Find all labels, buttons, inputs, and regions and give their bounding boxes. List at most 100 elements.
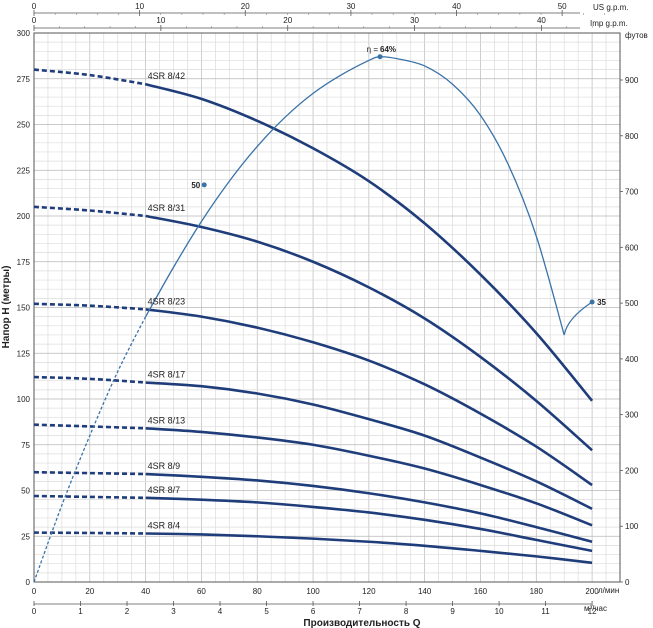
x-tick-label-lmin: 60 bbox=[197, 587, 206, 596]
x-unit-lmin: л/мин bbox=[598, 586, 619, 595]
series-label-4sr-8-4: 4SR 8/4 bbox=[148, 521, 181, 531]
top-tick-label-us-gpm: 40 bbox=[452, 2, 461, 11]
efficiency-label-50: 50 bbox=[191, 181, 200, 190]
y-tick-label-m: 50 bbox=[21, 487, 30, 496]
x-tick-label-m3h: 7 bbox=[357, 607, 362, 616]
x-tick-label-m3h: 9 bbox=[450, 607, 455, 616]
y-tick-label-ft: 900 bbox=[625, 76, 639, 85]
x-tick-label-m3h: 2 bbox=[125, 607, 130, 616]
x-tick-label-lmin: 100 bbox=[306, 587, 320, 596]
x-tick-label-lmin: 40 bbox=[141, 587, 150, 596]
x-tick-label-m3h: 3 bbox=[171, 607, 176, 616]
series-line-4sr-8-13 bbox=[145, 426, 593, 527]
top-tick-label-us-gpm: 50 bbox=[558, 2, 567, 11]
series-line-4sr-8-23 bbox=[145, 308, 593, 487]
top-tick-label-imp-gpm: 0 bbox=[32, 16, 37, 25]
series-label-4sr-8-13: 4SR 8/13 bbox=[148, 415, 186, 425]
series-label-4sr-8-17: 4SR 8/17 bbox=[148, 370, 186, 380]
y-unit-feet: футов bbox=[625, 31, 648, 40]
series-dashed-4sr-8-4 bbox=[33, 531, 146, 535]
y-tick-label-m: 225 bbox=[17, 166, 31, 175]
plot-frame bbox=[33, 32, 621, 583]
x-tick-label-lmin: 20 bbox=[85, 587, 94, 596]
x-tick-label-m3h: 10 bbox=[495, 607, 504, 616]
efficiency-label-35: 35 bbox=[597, 298, 606, 307]
x-tick-label-m3h: 4 bbox=[218, 607, 223, 616]
efficiency-curve-group bbox=[33, 54, 595, 583]
y-tick-label-m: 250 bbox=[17, 121, 31, 130]
x-tick-label-m3h: 5 bbox=[264, 607, 269, 616]
grid bbox=[33, 32, 621, 583]
x-tick-label-m3h: 0 bbox=[32, 607, 37, 616]
x-tick-label-m3h: 11 bbox=[541, 607, 550, 616]
series-dashed-4sr-8-23 bbox=[33, 302, 146, 311]
x-tick-label-lmin: 0 bbox=[32, 587, 37, 596]
efficiency-line-dashed bbox=[33, 316, 147, 583]
series-dashed-4sr-8-7 bbox=[33, 494, 146, 500]
y-tick-label-m: 175 bbox=[17, 258, 31, 267]
top-tick-label-imp-gpm: 30 bbox=[410, 16, 419, 25]
series-label-4sr-8-31: 4SR 8/31 bbox=[148, 203, 186, 213]
y-tick-label-ft: 700 bbox=[625, 188, 639, 197]
series-lines bbox=[33, 68, 594, 565]
series-label-4sr-8-9: 4SR 8/9 bbox=[148, 461, 181, 471]
y-tick-label-m: 200 bbox=[17, 212, 31, 221]
text-labels: 0 10 20 30 40 500 10 20 30 400 20 40 60 80 100 120 140 16… bbox=[17, 2, 639, 616]
y-tick-label-ft: 100 bbox=[625, 522, 639, 531]
y-tick-label-m: 0 bbox=[26, 578, 31, 587]
x-tick-label-m3h: 1 bbox=[78, 607, 83, 616]
y-tick-label-m: 150 bbox=[17, 304, 31, 313]
top-tick-label-us-gpm: 20 bbox=[241, 2, 250, 11]
x-unit-imp-gpm: Imp g.p.m. bbox=[590, 19, 628, 28]
y-tick-label-m: 125 bbox=[17, 349, 31, 358]
x-unit-us-gpm: US g.p.m. bbox=[593, 3, 629, 12]
series-line-4sr-8-17 bbox=[145, 381, 593, 510]
top-tick-label-imp-gpm: 40 bbox=[537, 16, 546, 25]
y-tick-label-ft: 0 bbox=[625, 578, 630, 587]
top-tick-label-imp-gpm: 10 bbox=[156, 16, 165, 25]
top-tick-label-imp-gpm: 20 bbox=[283, 16, 292, 25]
y-tick-label-ft: 300 bbox=[625, 411, 639, 420]
series-label-4sr-8-7: 4SR 8/7 bbox=[148, 485, 181, 495]
series-line-4sr-8-42 bbox=[145, 82, 594, 402]
x-tick-label-m3h: 6 bbox=[311, 607, 316, 616]
series-line-4sr-8-7 bbox=[145, 496, 593, 553]
y-tick-label-ft: 800 bbox=[625, 132, 639, 141]
efficiency-peak-label: 64% bbox=[380, 45, 396, 54]
x-tick-label-lmin: 120 bbox=[362, 587, 376, 596]
x-unit-m3h: м³/час bbox=[584, 604, 607, 613]
y-tick-label-m: 100 bbox=[17, 395, 31, 404]
efficiency-point bbox=[589, 299, 595, 305]
series-dashed-4sr-8-17 bbox=[33, 375, 146, 384]
efficiency-point bbox=[201, 182, 207, 188]
series-label-4sr-8-42: 4SR 8/42 bbox=[148, 71, 186, 81]
x-tick-label-lmin: 200 bbox=[585, 587, 599, 596]
efficiency-point bbox=[377, 54, 383, 60]
y-tick-label-m: 275 bbox=[17, 75, 31, 84]
x-tick-label-lmin: 80 bbox=[253, 587, 262, 596]
efficiency-line bbox=[145, 56, 593, 336]
x-tick-label-lmin: 180 bbox=[530, 587, 544, 596]
series-dashed-4sr-8-42 bbox=[33, 68, 146, 86]
y-tick-label-ft: 200 bbox=[625, 466, 639, 475]
x-tick-label-m3h: 12 bbox=[588, 607, 597, 616]
series-label-4sr-8-23: 4SR 8/23 bbox=[148, 296, 186, 306]
efficiency-eta-label: η = bbox=[367, 45, 379, 54]
axes bbox=[33, 10, 623, 606]
x-axis-title: Производительность Q bbox=[303, 618, 420, 628]
y-tick-label-ft: 400 bbox=[625, 355, 639, 364]
y-tick-label-m: 25 bbox=[21, 532, 30, 541]
x-tick-label-lmin: 140 bbox=[418, 587, 432, 596]
y-tick-label-ft: 600 bbox=[625, 243, 639, 252]
y-tick-label-ft: 500 bbox=[625, 299, 639, 308]
series-dashed-4sr-8-13 bbox=[33, 423, 146, 430]
x-tick-label-m3h: 8 bbox=[404, 607, 409, 616]
top-tick-label-us-gpm: 30 bbox=[346, 2, 355, 11]
top-tick-label-us-gpm: 10 bbox=[135, 2, 144, 11]
series-dashed-4sr-8-9 bbox=[33, 470, 146, 476]
series-line-4sr-8-31 bbox=[145, 214, 593, 452]
top-tick-label-us-gpm: 0 bbox=[32, 2, 37, 11]
series-line-4sr-8-4 bbox=[145, 532, 593, 565]
y-tick-label-m: 75 bbox=[21, 441, 30, 450]
